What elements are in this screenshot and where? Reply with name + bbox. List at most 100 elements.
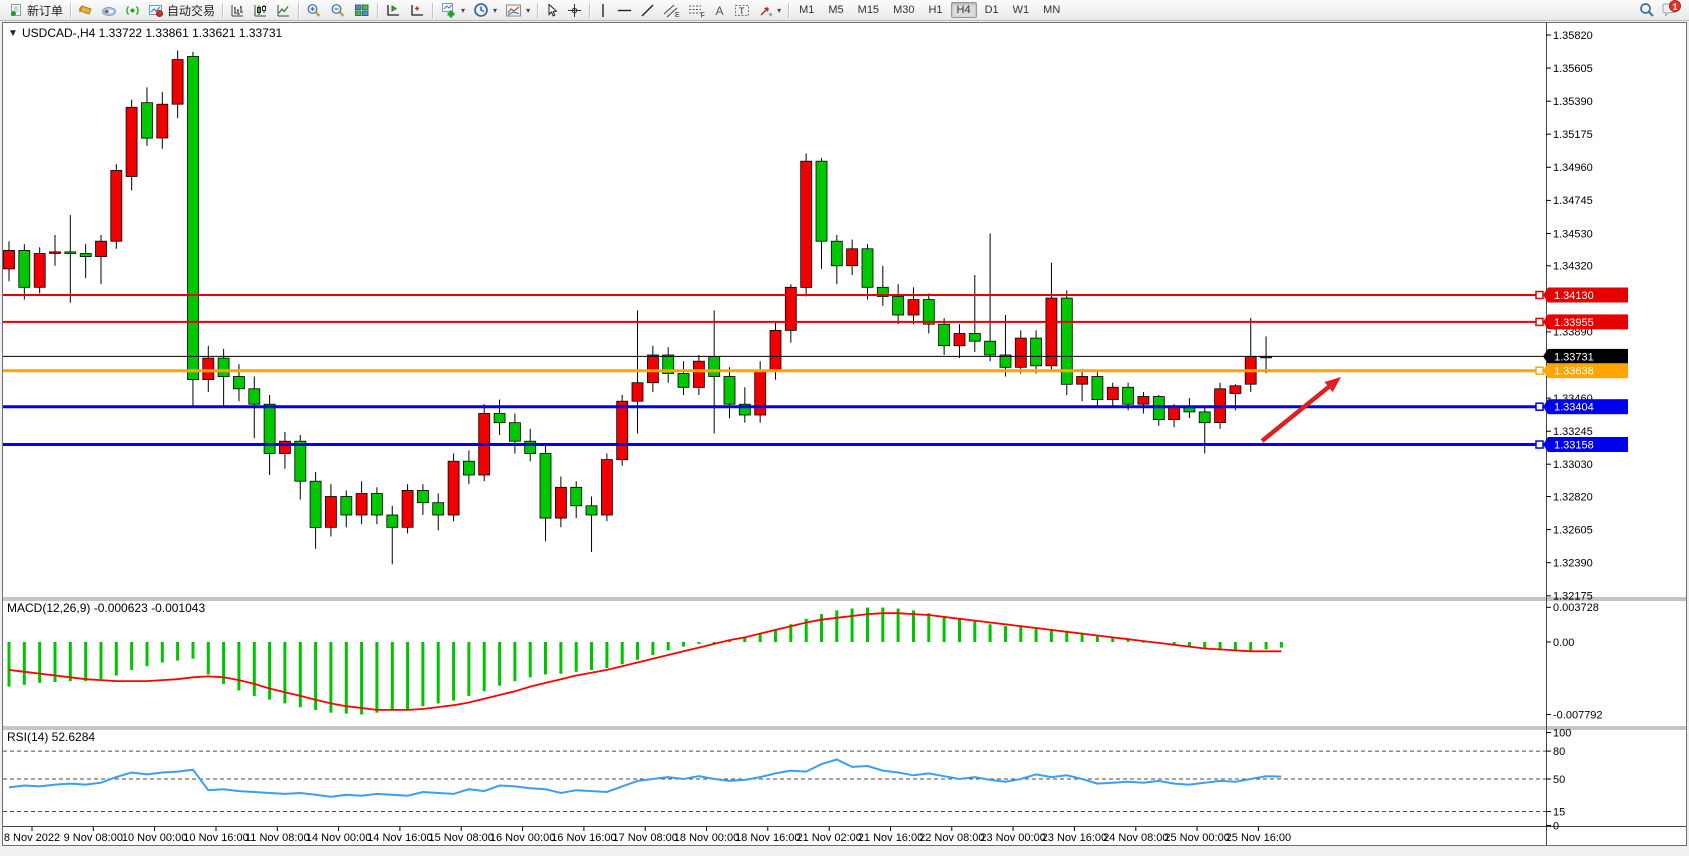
notifications-button[interactable]: 1 bbox=[1661, 0, 1681, 18]
bar-chart-button[interactable] bbox=[226, 0, 249, 21]
line-chart-icon bbox=[277, 4, 290, 16]
chart-shift-button[interactable] bbox=[405, 0, 429, 21]
time-label: 18 Nov 00:00 bbox=[674, 832, 739, 844]
line-handle[interactable] bbox=[1535, 290, 1544, 300]
price-tick-label: 1.35605 bbox=[1553, 63, 1593, 75]
macd-histogram-bar bbox=[1187, 642, 1191, 647]
templates-button[interactable]: ▾ bbox=[501, 0, 534, 21]
candle-body bbox=[294, 440, 307, 482]
timeframe-mn[interactable]: MN bbox=[1043, 4, 1061, 16]
timeframe-m5[interactable]: M5 bbox=[828, 4, 844, 16]
candlestick-chart-button[interactable] bbox=[249, 0, 272, 21]
separator bbox=[589, 2, 591, 18]
candle-body bbox=[386, 514, 399, 528]
new-order-button[interactable]: 新订单 bbox=[4, 0, 67, 21]
trendline-button[interactable] bbox=[636, 0, 659, 21]
community-button[interactable] bbox=[97, 0, 121, 21]
timeframe-d1[interactable]: D1 bbox=[984, 4, 999, 16]
macd-histogram-bar bbox=[38, 642, 42, 683]
price-tag-pointer bbox=[1543, 348, 1548, 364]
timeframe-w1[interactable]: W1 bbox=[1012, 4, 1030, 16]
auto-scroll-button[interactable] bbox=[381, 0, 405, 21]
price-tick-label: 1.34960 bbox=[1553, 162, 1593, 174]
timeframe-h4[interactable]: H4 bbox=[950, 2, 977, 18]
macd-histogram-bar bbox=[973, 621, 977, 642]
dropdown-caret: ▾ bbox=[526, 5, 531, 15]
time-label: 15 Nov 08:00 bbox=[428, 832, 493, 844]
horizontal-line-button[interactable] bbox=[613, 0, 636, 21]
macd-histogram-bar bbox=[452, 642, 456, 701]
text-label-button[interactable]: T bbox=[730, 0, 754, 21]
candle-body bbox=[984, 340, 996, 356]
timeframe-m1[interactable]: M1 bbox=[799, 4, 815, 16]
equidistant-channel-button[interactable]: E bbox=[659, 0, 684, 21]
macd-histogram-bar bbox=[1049, 629, 1053, 642]
zoom-in-button[interactable] bbox=[302, 0, 326, 21]
candle-body bbox=[110, 169, 123, 242]
tile-windows-button[interactable] bbox=[350, 0, 374, 21]
line-handle[interactable] bbox=[1535, 317, 1544, 327]
auto-trading-button[interactable]: 自动交易 bbox=[144, 0, 219, 21]
price-tick-label: 1.34530 bbox=[1553, 228, 1593, 240]
timeframe-m30[interactable]: M30 bbox=[893, 4, 915, 16]
candle-body bbox=[1137, 396, 1150, 405]
time-label: 14 Nov 16:00 bbox=[367, 832, 432, 844]
price-tag-label: 1.34130 bbox=[1554, 290, 1594, 302]
price-tag-label: 1.33638 bbox=[1554, 366, 1594, 378]
candle-body bbox=[769, 329, 782, 371]
candle-body bbox=[432, 502, 445, 516]
periods-button[interactable]: ▾ bbox=[469, 0, 501, 21]
crosshair-button[interactable] bbox=[563, 0, 586, 21]
candle-body bbox=[999, 354, 1012, 368]
separator bbox=[222, 2, 224, 18]
macd-histogram-bar bbox=[467, 642, 471, 696]
separator bbox=[298, 2, 300, 18]
text-button[interactable]: A bbox=[709, 0, 730, 21]
macd-histogram-bar bbox=[1126, 639, 1130, 642]
candle-body bbox=[171, 59, 184, 105]
price-tag-label: 1.33731 bbox=[1554, 351, 1594, 363]
candle-body bbox=[876, 286, 889, 297]
cursor-button[interactable] bbox=[541, 0, 563, 21]
candle-body bbox=[585, 505, 598, 516]
timeframe-m15[interactable]: M15 bbox=[857, 4, 880, 16]
macd-histogram-bar bbox=[835, 610, 839, 642]
chart-dropdown-icon[interactable]: ▼ bbox=[8, 28, 18, 39]
tile-windows-icon bbox=[355, 4, 369, 16]
chart-background[interactable] bbox=[2, 22, 1687, 845]
time-label: 17 Nov 08:00 bbox=[612, 832, 677, 844]
arrow-object[interactable] bbox=[1260, 380, 1337, 443]
indicators-button[interactable]: ▾ bbox=[436, 0, 469, 21]
fibonacci-button[interactable]: F bbox=[684, 0, 709, 21]
macd-histogram-bar bbox=[881, 607, 885, 642]
bar-chart-icon bbox=[231, 4, 244, 16]
macd-histogram-bar bbox=[804, 618, 808, 643]
line-handle[interactable] bbox=[1535, 366, 1544, 375]
arrows-button[interactable]: ▾ bbox=[754, 0, 785, 21]
macd-histogram-bar bbox=[1111, 637, 1115, 642]
zoom-out-button[interactable] bbox=[326, 0, 350, 21]
price-tick-label: 1.35820 bbox=[1553, 30, 1593, 42]
timeframe-h1[interactable]: H1 bbox=[928, 4, 943, 16]
macd-histogram-bar bbox=[774, 629, 777, 642]
search-icon[interactable] bbox=[1639, 2, 1655, 18]
candle-body bbox=[738, 403, 751, 416]
macd-histogram-bar bbox=[559, 642, 563, 674]
macd-histogram-bar bbox=[114, 642, 118, 676]
line-handle[interactable] bbox=[1535, 440, 1544, 449]
signals-button[interactable] bbox=[121, 0, 144, 21]
market-button[interactable] bbox=[74, 0, 97, 21]
vertical-line-button[interactable] bbox=[593, 0, 613, 21]
candle-body bbox=[340, 496, 353, 516]
line-chart-button[interactable] bbox=[272, 0, 295, 21]
auto-trading-icon bbox=[149, 4, 164, 17]
macd-histogram-bar bbox=[850, 608, 854, 642]
macd-histogram-bar bbox=[222, 642, 226, 684]
time-label: 21 Nov 02:00 bbox=[796, 832, 861, 844]
line-handle[interactable] bbox=[1535, 402, 1544, 411]
macd-histogram-bar bbox=[84, 642, 88, 682]
macd-histogram-bar bbox=[605, 642, 609, 668]
separator bbox=[70, 2, 72, 18]
